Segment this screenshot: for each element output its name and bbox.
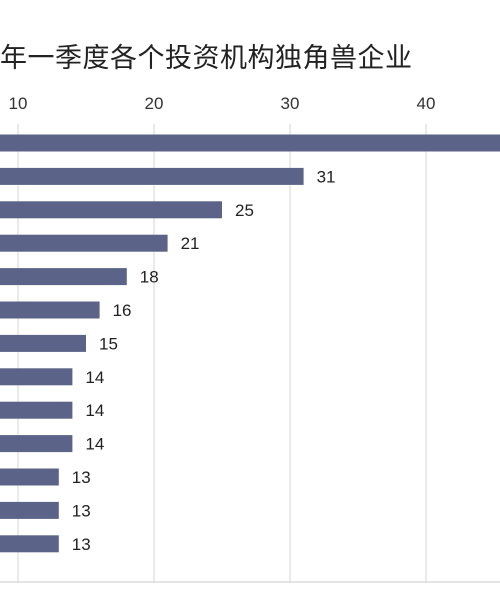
bar: [0, 234, 168, 252]
bar: [0, 435, 73, 453]
x-tick-label: 20: [145, 94, 164, 113]
bar: [0, 401, 73, 419]
bar-value-label: 16: [113, 301, 132, 320]
x-tick-label: 10: [9, 94, 28, 113]
bar-value-label: 13: [72, 535, 91, 554]
x-tick-label: 30: [281, 94, 300, 113]
x-tick-label: 40: [417, 94, 436, 113]
bar: [0, 501, 59, 519]
bar: [0, 134, 500, 152]
chart-title: 年一季度各个投资机构独角兽企业: [0, 43, 413, 74]
bar: [0, 167, 304, 185]
bar-value-label: 13: [72, 468, 91, 487]
bar: [0, 535, 59, 553]
bar-value-label: 18: [140, 268, 159, 287]
bar-value-label: 15: [99, 334, 118, 353]
bar-value-label: 14: [85, 368, 104, 387]
bar-value-label: 14: [85, 401, 104, 420]
bar: [0, 368, 73, 386]
bar: [0, 201, 222, 219]
bar-value-label: 14: [85, 435, 104, 454]
bar: [0, 268, 127, 286]
bar-value-label: 31: [317, 167, 336, 186]
bar-value-label: 25: [235, 201, 254, 220]
bar: [0, 334, 86, 352]
bar-value-label: 21: [181, 234, 200, 253]
bar: [0, 468, 59, 486]
bar: [0, 301, 100, 319]
bar-value-label: 13: [72, 501, 91, 520]
